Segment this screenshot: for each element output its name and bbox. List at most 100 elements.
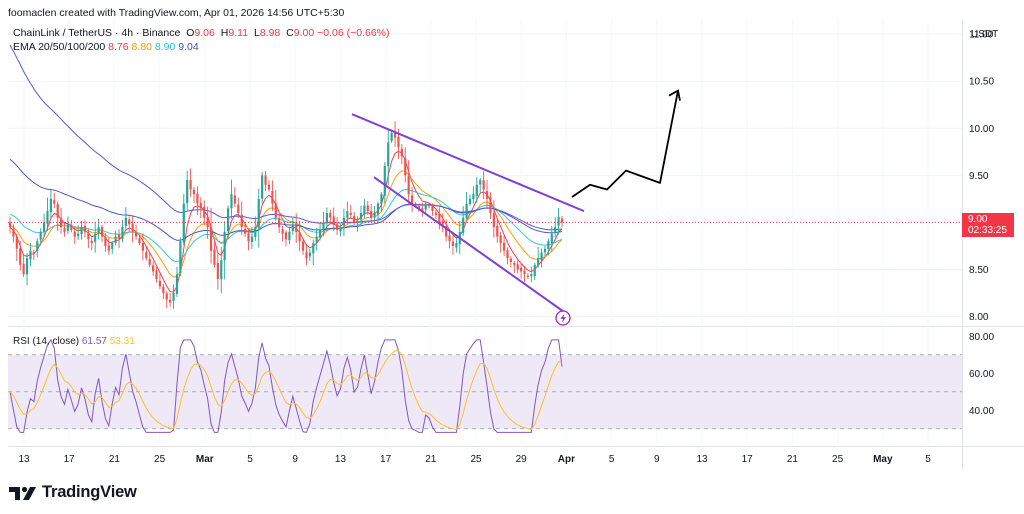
candle-body xyxy=(274,203,277,218)
candle-body xyxy=(537,258,540,266)
ema100-value: 8.90 xyxy=(154,41,176,53)
rsi-value: 61.57 xyxy=(81,336,107,347)
tradingview-logo-icon xyxy=(9,486,36,500)
descending-channel[interactable] xyxy=(351,113,585,313)
candlesticks[interactable] xyxy=(8,121,564,309)
lightning-icon[interactable] xyxy=(555,310,571,326)
candle-body xyxy=(550,233,553,244)
candle-body xyxy=(485,191,489,199)
candle-body xyxy=(15,236,18,249)
time-tick: Apr xyxy=(558,454,575,465)
rsi-lines xyxy=(9,338,563,433)
ema-legend[interactable]: EMA 20/50/100/200 8.76 8.80 8.90 9.04 xyxy=(13,41,199,53)
candle-body xyxy=(209,226,213,251)
candle-body xyxy=(281,228,284,234)
candle-body xyxy=(199,202,202,209)
candle-body xyxy=(308,252,311,257)
low-label: L xyxy=(253,27,260,39)
candle-body xyxy=(502,242,506,251)
time-tick: Mar xyxy=(196,454,214,465)
ema-lines xyxy=(9,44,563,293)
candle-body xyxy=(356,220,359,223)
candle-body xyxy=(131,223,134,232)
ema20-value: 8.76 xyxy=(108,41,129,53)
candle-body xyxy=(247,233,250,242)
candle-body xyxy=(489,197,492,214)
candle-body xyxy=(22,263,25,275)
candle-body xyxy=(148,259,151,265)
candle-body xyxy=(230,194,233,209)
high-label: H xyxy=(220,27,229,39)
candle-body xyxy=(288,231,291,241)
candle-body xyxy=(448,235,451,242)
candle-body xyxy=(90,240,93,244)
time-tick: 25 xyxy=(832,454,844,465)
candle-body xyxy=(182,203,185,243)
open-value: 9.06 xyxy=(194,27,215,39)
candle-body xyxy=(203,206,206,218)
ema200-value: 9.04 xyxy=(178,41,199,53)
candle-body xyxy=(472,194,475,200)
projection-arrowhead xyxy=(668,89,681,101)
candle-body xyxy=(165,293,168,300)
candle-body xyxy=(349,212,352,215)
candle-body xyxy=(138,238,141,244)
candle-body xyxy=(196,193,199,204)
candle-body xyxy=(492,213,495,228)
candle-body xyxy=(158,280,162,287)
price-tick: 11.00 xyxy=(969,30,994,41)
symbol-title[interactable]: ChainLink / TetherUS · 4h · Binance xyxy=(13,27,181,39)
candle-body xyxy=(83,225,87,232)
candle-body xyxy=(295,223,298,232)
candle-body xyxy=(455,243,458,248)
rsi-ma-line xyxy=(9,350,563,431)
candle-body xyxy=(267,184,271,190)
candle-body xyxy=(547,241,550,249)
candle-body xyxy=(462,217,465,233)
candle-body xyxy=(70,225,73,230)
time-tick: 5 xyxy=(925,454,931,465)
candle-body xyxy=(540,252,543,261)
candle-body xyxy=(114,236,117,243)
candle-body xyxy=(104,237,107,246)
candle-body xyxy=(465,203,468,218)
candle-body xyxy=(179,241,182,273)
candle-body xyxy=(32,251,35,253)
candle-body xyxy=(291,224,294,231)
candle-body xyxy=(336,224,339,230)
time-tick: 25 xyxy=(154,454,166,465)
logo-text: TradingView xyxy=(42,483,137,501)
last-price-tag: 9.00 02:33:25 xyxy=(962,213,1014,237)
projection-arrow[interactable] xyxy=(571,89,681,198)
candle-body xyxy=(520,267,523,272)
tradingview-logo[interactable]: TradingView xyxy=(9,483,137,502)
candle-body xyxy=(315,236,318,243)
candle-body xyxy=(390,132,393,141)
rsi-levels xyxy=(8,354,962,430)
ema-line xyxy=(9,170,563,278)
rsi-legend[interactable]: RSI (14, close) 61.57 53.31 xyxy=(13,336,135,347)
candle-body xyxy=(516,264,519,270)
candle-body xyxy=(107,245,110,251)
candle-body xyxy=(66,224,70,231)
candle-body xyxy=(560,218,564,223)
candle-body xyxy=(264,175,267,185)
candle-body xyxy=(240,214,243,228)
ema-long-line xyxy=(9,44,563,231)
candle-body xyxy=(496,225,499,237)
candle-body xyxy=(261,175,264,199)
candle-body xyxy=(298,232,301,242)
candle-body xyxy=(169,299,172,303)
candle-body xyxy=(124,217,127,227)
candle-body xyxy=(479,180,482,185)
time-tick: 21 xyxy=(787,454,799,465)
candle-body xyxy=(39,231,42,240)
time-tick: 13 xyxy=(335,454,347,465)
candle-body xyxy=(134,232,138,237)
candle-body xyxy=(29,250,32,260)
candle-body xyxy=(318,229,322,238)
candle-body xyxy=(216,263,219,279)
candle-body xyxy=(359,213,363,220)
close-value: 9.00 xyxy=(293,27,315,39)
